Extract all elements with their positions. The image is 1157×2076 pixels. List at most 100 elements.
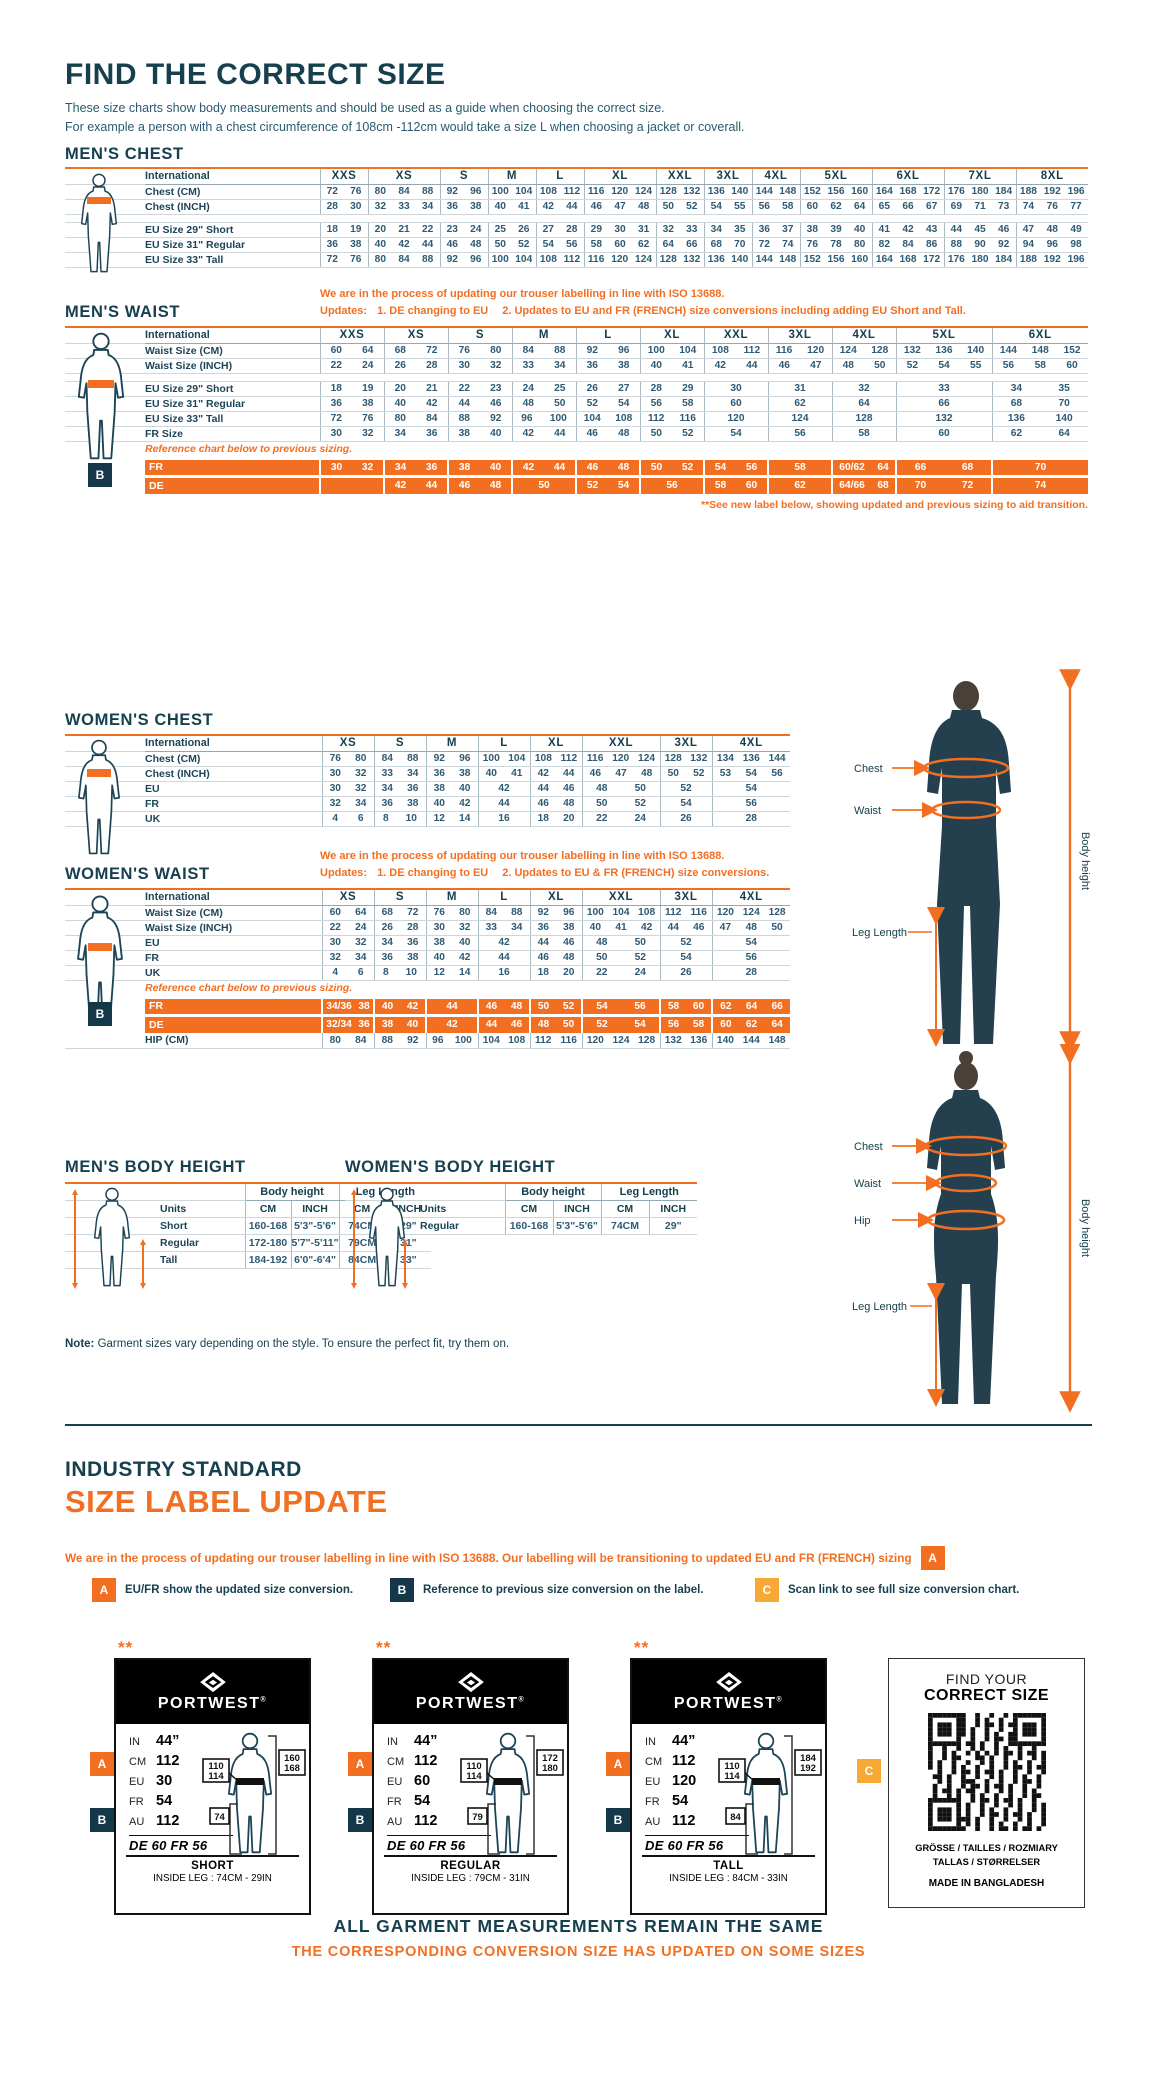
label-field-cm: CM 112 [387, 1752, 567, 1772]
size-value: 34 [394, 428, 406, 439]
size-cell-values: 56 58 60 [993, 360, 1088, 371]
units-label: Units [160, 1200, 245, 1218]
size-data-row: UK 4 6 8 10 12 14 16 18 20 22 24 26 28 [65, 811, 790, 827]
size-cell: 66 [895, 396, 992, 412]
size-value: 112 [665, 907, 682, 918]
updates-label: Updates: [320, 305, 368, 318]
size-value: 42 [542, 201, 554, 212]
size-cell: 144 148 [751, 184, 800, 200]
figure-cell [345, 1183, 420, 1201]
size-column-s: S [373, 889, 426, 906]
size-value: 42 [459, 798, 471, 809]
size-cell-values: 52 [661, 783, 712, 794]
height-value: 29" [648, 1217, 697, 1235]
size-cell-values: 62 64 66 [714, 1001, 790, 1012]
size-cell-values: 40 41 [489, 201, 536, 212]
size-value: 68 [381, 907, 393, 918]
size-value: 108 [638, 907, 656, 918]
size-cell: 48 50 [581, 781, 660, 797]
row-label: Waist Size (INCH) [145, 920, 322, 936]
size-value: 58 [667, 1000, 680, 1012]
height-data-row: Regular 160-168 5'3"-5'6" 74CM 29" [345, 1217, 697, 1235]
size-cell: 41 42 43 [871, 222, 944, 238]
size-value: 108 [615, 413, 633, 424]
size-value: 152 [803, 186, 821, 197]
size-value: 80 [329, 1034, 341, 1046]
field-value: 44” [156, 1733, 180, 1749]
row-label: EU Size 33" Tall [145, 411, 320, 427]
size-cell-values: 40 41 [479, 768, 530, 779]
size-cell: 132 [895, 411, 992, 427]
size-value: 16 [498, 813, 510, 824]
size-value: 116 [690, 907, 707, 918]
international-label: International [145, 735, 322, 752]
stars-marker: ** [634, 1638, 650, 1657]
size-cell [319, 474, 384, 494]
size-value: 76 [350, 186, 362, 197]
size-cell: 176 180 184 [943, 252, 1016, 268]
size-cell: 108 112 [535, 184, 584, 200]
size-cell: 112 116 [529, 1033, 582, 1049]
size-value: 136 [690, 1034, 708, 1046]
size-value: 116 [587, 186, 605, 197]
size-cell-values: 60/62 64 [834, 462, 895, 473]
size-value: 33 [485, 922, 497, 933]
size-cell: 92 96 [575, 343, 640, 359]
size-cell-values: 92 96 [531, 907, 582, 918]
woman-figure-svg: Chest Waist Hip Leg Length Body height [852, 1043, 1091, 1413]
size-cell: 108 112 [535, 252, 584, 268]
size-cell: 48 50 [831, 358, 896, 374]
size-cell-values: 68 72 [375, 907, 426, 918]
svg-text:79: 79 [472, 1812, 483, 1823]
size-value: 92 [446, 254, 458, 265]
size-value: 52 [634, 952, 646, 963]
size-column-3xl: 3XL [703, 168, 752, 185]
size-cell-values: 96 100 [427, 1035, 478, 1046]
stars-marker: ** [376, 1638, 392, 1657]
size-cell-values: 28 [713, 967, 790, 978]
size-value: 136 [707, 186, 725, 197]
size-cell-values: 54 [705, 428, 768, 439]
size-cell: 26 28 [383, 358, 448, 374]
size-value: 30 [614, 224, 626, 235]
unit-header: INCH [552, 1200, 601, 1218]
size-value: 104 [612, 907, 630, 918]
size-value: 34 [710, 224, 722, 235]
size-cell: 42 [477, 935, 530, 951]
size-value: 104 [515, 254, 533, 265]
size-value: 40 [489, 461, 502, 473]
size-cell-values: 48 50 [833, 360, 896, 371]
field-value: 112 [414, 1753, 438, 1769]
size-column-l: L [575, 327, 640, 344]
size-value: 42 [714, 360, 726, 371]
size-cell-values: 28 29 [641, 383, 704, 394]
size-value: 38 [458, 461, 471, 473]
size-cell: 104 108 [477, 1033, 530, 1049]
size-cell-values: 34 36 [375, 937, 426, 948]
badge-a: A [92, 1578, 116, 1602]
size-cell-values: 44 [428, 1001, 477, 1012]
size-value: 124 [839, 345, 857, 356]
size-value: 46 [537, 798, 549, 809]
size-cell-values: 116 120 [769, 345, 832, 356]
size-cell: 58 60 [659, 995, 712, 1015]
size-value: 184 [995, 186, 1013, 197]
size-cell: 58 [831, 426, 896, 442]
size-value: 116 [560, 1034, 577, 1046]
update-paragraph-text: We are in the process of updating our tr… [65, 1551, 912, 1565]
size-value: 68 [710, 239, 722, 250]
size-cell: 22 24 [581, 965, 660, 981]
size-value: 6 [357, 813, 364, 824]
size-cell: 42 44 [511, 456, 576, 476]
size-cell: 54 [711, 781, 790, 797]
size-value: 76 [1046, 201, 1058, 212]
size-cell-values: 20 21 [385, 383, 448, 394]
unit-header: INCH [648, 1200, 697, 1218]
size-cell-values: 50 52 [583, 798, 660, 809]
size-cell: 42 44 [511, 426, 576, 442]
size-value: 100 [586, 907, 604, 918]
size-cell-values: 40 41 42 [583, 922, 660, 933]
size-value: 66 [914, 461, 927, 473]
mens-chest-table: International XXS XS S M L XL XXL 3XL 4XL 5XL 6XL 7X… [65, 167, 1088, 268]
size-cell-values: 50 [514, 480, 575, 491]
